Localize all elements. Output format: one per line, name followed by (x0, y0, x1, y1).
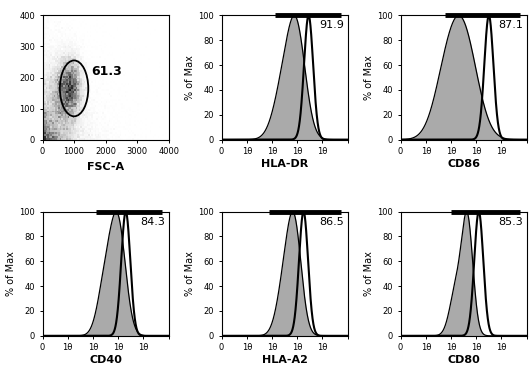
Y-axis label: % of Max: % of Max (186, 251, 195, 296)
Text: 61.3: 61.3 (92, 65, 122, 78)
X-axis label: HLA-DR: HLA-DR (261, 159, 308, 169)
Text: 87.1: 87.1 (498, 20, 523, 30)
Text: 85.3: 85.3 (498, 217, 523, 227)
Text: 91.9: 91.9 (319, 20, 344, 30)
X-axis label: CD40: CD40 (89, 355, 122, 365)
Text: 86.5: 86.5 (319, 217, 344, 227)
X-axis label: HLA-A2: HLA-A2 (262, 355, 307, 365)
X-axis label: CD80: CD80 (447, 355, 480, 365)
Y-axis label: % of Max: % of Max (364, 251, 375, 296)
Y-axis label: % of Max: % of Max (186, 55, 195, 100)
Y-axis label: % of Max: % of Max (6, 251, 16, 296)
X-axis label: FSC-A: FSC-A (87, 162, 124, 172)
X-axis label: CD86: CD86 (447, 159, 480, 169)
Y-axis label: % of Max: % of Max (364, 55, 375, 100)
Text: 84.3: 84.3 (140, 217, 165, 227)
